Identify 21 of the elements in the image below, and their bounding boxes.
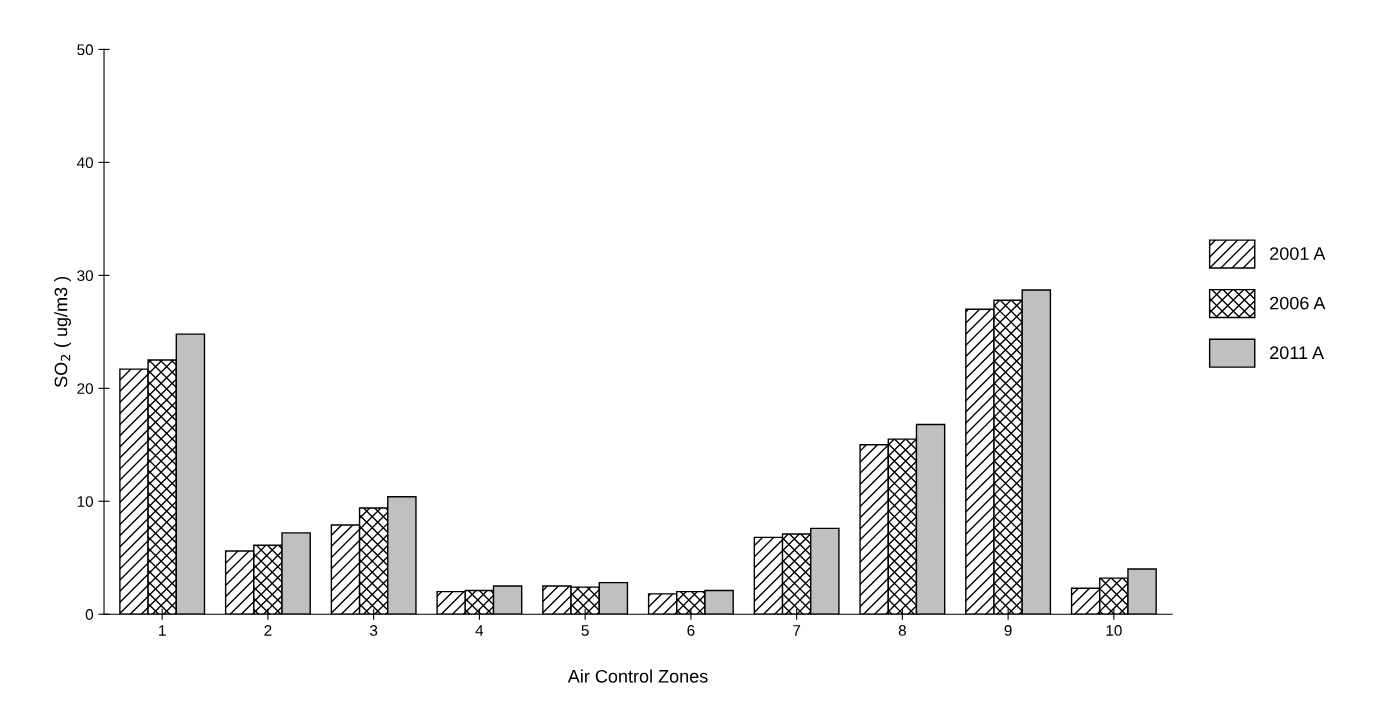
x-tick-label: 2 (264, 625, 272, 636)
x-tick-label: 5 (581, 625, 589, 636)
x-tick-label: 6 (687, 625, 695, 636)
x-tick-label: 9 (1004, 625, 1012, 636)
legend-label: 2011 A (1270, 346, 1325, 360)
y-tick-label: 20 (77, 383, 94, 394)
y-tick-label: 50 (77, 44, 94, 56)
y-tick-label: 0 (85, 609, 94, 620)
legend-label: 2001 A (1270, 247, 1326, 260)
x-axis-title: Air Control Zones (567, 669, 708, 683)
y-tick-label: 40 (76, 157, 94, 169)
x-tick-label: 3 (370, 625, 378, 636)
x-tick-label: 4 (475, 625, 484, 636)
x-tick-label: 1 (159, 625, 166, 636)
y-axis-title: SO$_{2}$ ( ug/m3 ) (54, 276, 71, 388)
x-tick-label: 7 (793, 625, 801, 636)
y-tick-label: 10 (77, 496, 94, 507)
x-tick-label: 8 (898, 625, 906, 636)
legend-label: 2006 A (1270, 296, 1326, 310)
x-tick-label: 10 (1106, 625, 1122, 636)
y-tick-label: 30 (77, 270, 94, 282)
